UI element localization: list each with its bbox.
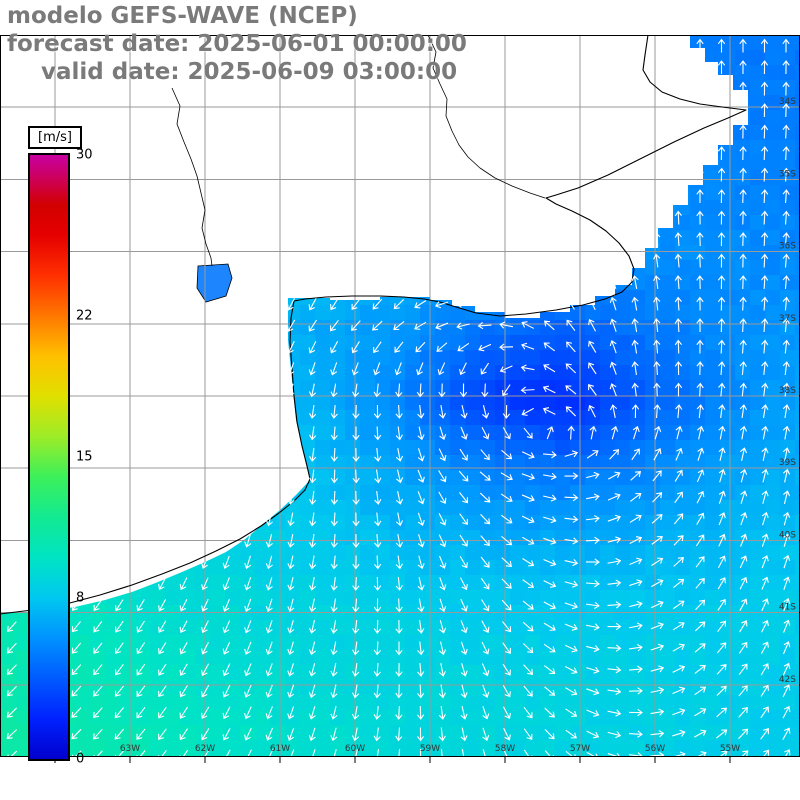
svg-text:36S: 36S xyxy=(779,242,796,252)
lagoon xyxy=(196,263,233,303)
colorbar-gradient xyxy=(28,153,70,761)
river-1 xyxy=(427,34,546,199)
svg-text:63W: 63W xyxy=(120,744,140,754)
coastline xyxy=(0,34,747,615)
svg-text:34S: 34S xyxy=(779,97,796,107)
svg-text:58W: 58W xyxy=(495,744,515,754)
svg-text:56W: 56W xyxy=(645,744,665,754)
axis-ticks xyxy=(54,757,731,763)
svg-text:41S: 41S xyxy=(779,603,796,613)
forecast-date: forecast date: 2025-06-01 00:00:00 xyxy=(7,31,467,57)
coastline-main xyxy=(0,34,747,615)
colorbar-tick: 8 xyxy=(76,590,85,606)
colorbar-tick: 22 xyxy=(76,308,93,324)
svg-text:35S: 35S xyxy=(779,169,796,179)
colorbar-tick: 15 xyxy=(76,449,93,465)
svg-text:57W: 57W xyxy=(570,744,590,754)
svg-text:59W: 59W xyxy=(420,744,440,754)
colorbar: [m/s] 30 22 15 8 0 xyxy=(28,126,93,767)
svg-text:39S: 39S xyxy=(779,458,796,468)
title-block: modelo GEFS-WAVE (NCEP) forecast date: 2… xyxy=(7,2,467,86)
grid-lines xyxy=(0,35,800,757)
river-2 xyxy=(171,87,213,267)
svg-text:37S: 37S xyxy=(779,314,796,324)
svg-text:40S: 40S xyxy=(779,530,796,540)
colorbar-tick: 30 xyxy=(76,147,93,163)
model-title: modelo GEFS-WAVE (NCEP) xyxy=(7,3,358,29)
svg-text:61W: 61W xyxy=(270,744,290,754)
svg-text:38S: 38S xyxy=(779,386,796,396)
colorbar-tick: 0 xyxy=(76,751,85,767)
svg-text:60W: 60W xyxy=(345,744,365,754)
colorbar-unit-label: [m/s] xyxy=(28,126,82,149)
valid-date: valid date: 2025-06-09 03:00:00 xyxy=(41,59,458,85)
svg-text:55W: 55W xyxy=(720,744,740,754)
colorbar-ticks: 30 22 15 8 0 xyxy=(76,148,106,767)
svg-text:42S: 42S xyxy=(779,675,796,685)
svg-text:62W: 62W xyxy=(195,744,215,754)
